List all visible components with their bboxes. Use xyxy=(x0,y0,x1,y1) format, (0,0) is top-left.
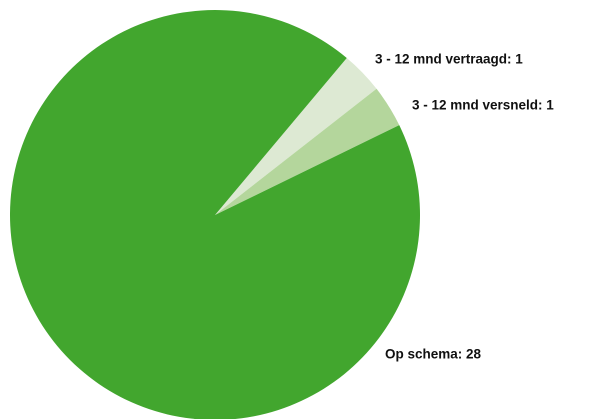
slice-label: 3 - 12 mnd versneld: 1 xyxy=(412,98,554,113)
pie-slice xyxy=(215,88,400,215)
pie-slice xyxy=(215,57,377,215)
slice-label: Op schema: 28 xyxy=(385,347,482,362)
pie-slice xyxy=(10,10,420,419)
slice-label: 3 - 12 mnd vertraagd: 1 xyxy=(375,52,523,67)
